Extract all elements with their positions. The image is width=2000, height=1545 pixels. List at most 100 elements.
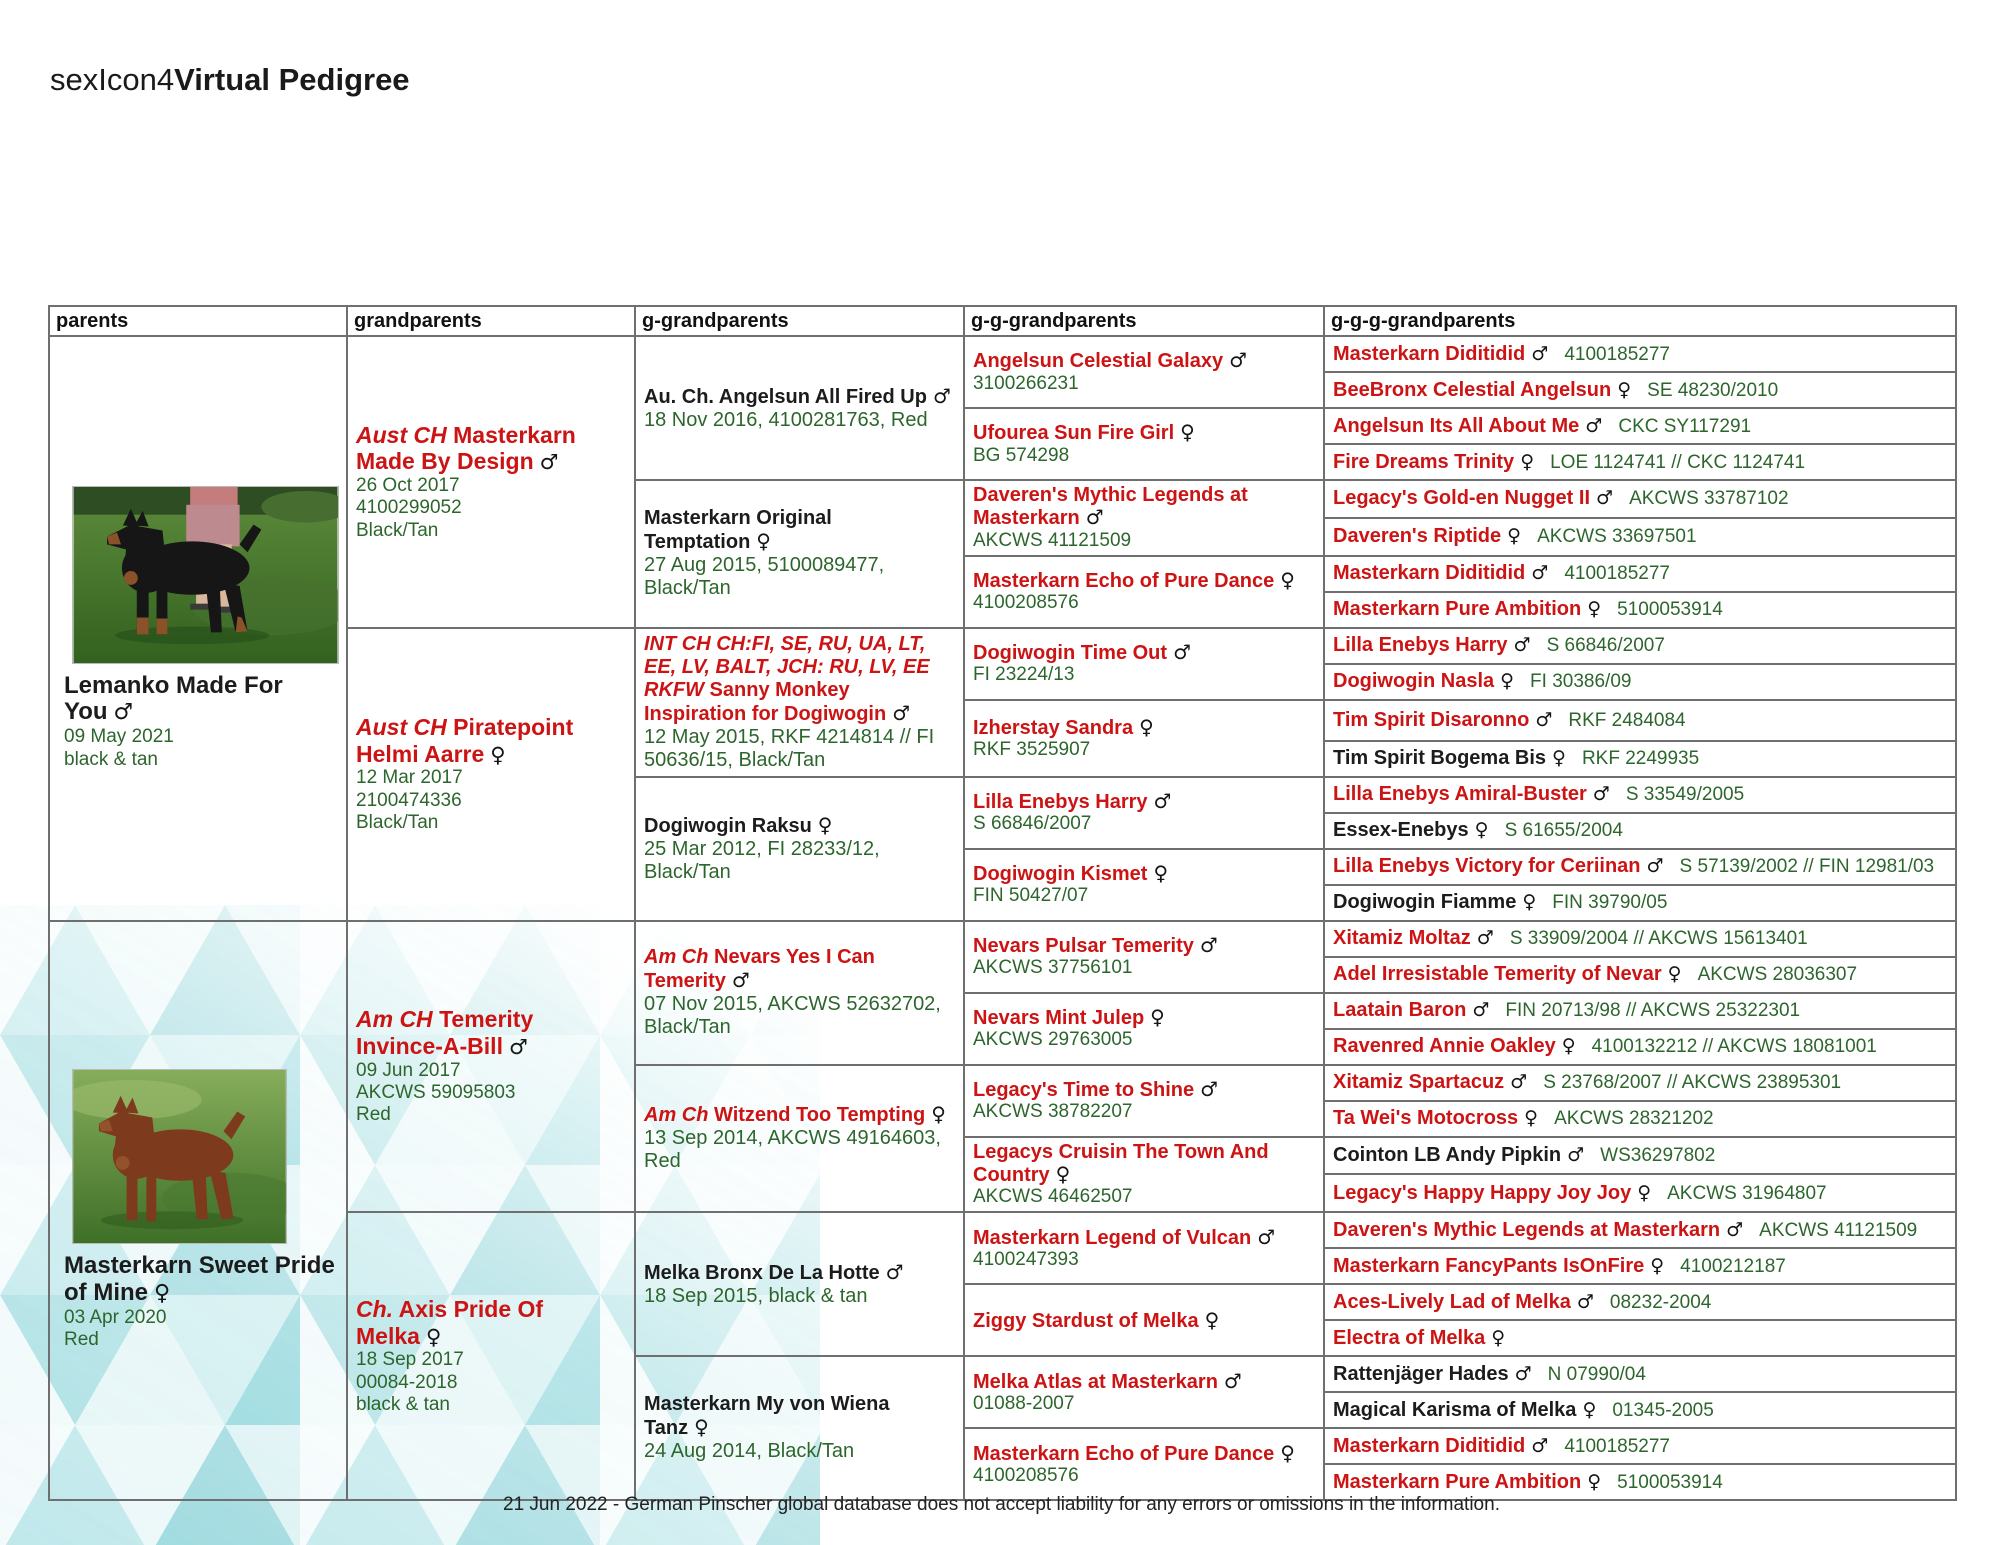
dog-name: Cointon LB Andy Pipkin: [1333, 1144, 1562, 1167]
ggg-grandparent-cell: BeeBronx Celestial Angelsun ♀ SE 48230/201…: [1323, 371, 1957, 409]
female-sex-icon: ♀: [1637, 1181, 1652, 1204]
dog-name-link[interactable]: Izherstay Sandra ♀: [973, 714, 1154, 739]
dog-name-link[interactable]: Nevars Mint Julep ♀: [973, 1005, 1165, 1029]
male-sex-icon: ♂: [1726, 1218, 1744, 1241]
dog-name-link[interactable]: Lilla Enebys Harry ♂: [973, 789, 1172, 813]
dog-name-link[interactable]: Tim Spirit Disaronno: [1333, 708, 1530, 731]
reg-number: CKC SY117291: [1618, 415, 1752, 437]
black-tan-dog-photo: [72, 485, 351, 664]
ggg-grandparent-cell: Essex-Enebys ♀ S 61655/2004: [1323, 811, 1957, 850]
gg-grandparent-cell: Masterkarn Legend of Vulcan ♂ 4100247393: [963, 1211, 1325, 1286]
gg-grandparent-cell: Melka Atlas at Masterkarn ♂ 01088-2007: [963, 1355, 1325, 1430]
dog-name-link[interactable]: Aust CH Piratepoint Helmi Aarre ♀: [356, 713, 574, 767]
dog-details: 18 Sep 2015, black & tan: [644, 1284, 868, 1307]
dog-name-link[interactable]: Fire Dreams Trinity: [1333, 450, 1515, 473]
dog-name-link[interactable]: Xitamiz Spartacuz: [1333, 1071, 1505, 1094]
dog-name-link[interactable]: Masterkarn Pure Ambition: [1333, 1470, 1582, 1493]
ggg-grandparent-cell: Masterkarn Diditidid ♂ 4100185277: [1323, 335, 1957, 373]
parent-name-line: Lemanko Made For You ♂: [64, 672, 340, 727]
dog-name-link[interactable]: Legacys Cruisin The Town And Country ♀: [973, 1140, 1269, 1187]
female-sex-icon: ♀: [1587, 1470, 1602, 1493]
gg-grandparent-cell: Nevars Mint Julep ♀ AKCWS 29763005: [963, 991, 1325, 1066]
dog-name: Masterkarn My von Wiena Tanz ♀: [644, 1393, 890, 1440]
dog-name-link[interactable]: Nevars Pulsar Temerity ♂: [973, 933, 1218, 957]
female-sex-icon: ♀: [1491, 1326, 1506, 1349]
dog-name-link[interactable]: Masterkarn Pure Ambition: [1333, 598, 1582, 621]
dog-details: 18 Nov 2016, 4100281763, Red: [644, 408, 928, 431]
grandparent-cell: Ch. Axis Pride Of Melka ♀ 18 Sep 2017 000…: [346, 1211, 636, 1502]
dog-name: Essex-Enebys: [1333, 819, 1469, 842]
dog-name-link[interactable]: Masterkarn Echo of Pure Dance ♀: [973, 568, 1295, 592]
male-sex-icon: ♂: [1510, 1071, 1528, 1094]
dog-name-link[interactable]: Aces-Lively Lad of Melka: [1333, 1290, 1571, 1313]
male-sex-icon: ♂: [1153, 789, 1172, 813]
dog-name-link[interactable]: Am Ch Nevars Yes I Can Temerity ♂: [644, 946, 875, 993]
dog-name-link[interactable]: Aust CH Masterkarn Made By Design ♂: [356, 421, 576, 475]
dog-name-link[interactable]: Dogiwogin Time Out ♂: [973, 640, 1191, 664]
reg-number: 5100053914: [1617, 1471, 1723, 1493]
female-sex-icon: ♀: [1153, 861, 1169, 885]
dog-name-link[interactable]: Ravenred Annie Oakley: [1333, 1035, 1556, 1058]
dog-name-link[interactable]: Masterkarn FancyPants IsOnFire: [1333, 1254, 1645, 1277]
dog-name-link[interactable]: Angelsun Its All About Me: [1333, 414, 1580, 437]
dog-name-link[interactable]: INT CH CH:FI, SE, RU, UA, LT, EE, LV, BA…: [644, 632, 930, 725]
male-sex-icon: ♂: [1596, 487, 1614, 510]
dog-name-link[interactable]: Electra of Melka: [1333, 1326, 1486, 1349]
dog-name: Rattenjäger Hades: [1333, 1362, 1509, 1385]
reg-number: AKCWS 41121509: [973, 529, 1132, 551]
dog-name-link[interactable]: Legacy's Gold-en Nugget II: [1333, 487, 1591, 510]
gg-grandparent-cell: Dogiwogin Time Out ♂ FI 23224/13: [963, 626, 1325, 701]
female-sex-icon: ♀: [1522, 891, 1537, 914]
dog-name-link[interactable]: Am Ch Witzend Too Tempting ♀: [644, 1102, 946, 1127]
male-sex-icon: ♂: [1223, 1368, 1242, 1393]
ggg-grandparent-cell: Legacy's Gold-en Nugget II ♂ AKCWS 3378710…: [1323, 479, 1957, 519]
dog-name: Tim Spirit Bogema Bis: [1333, 747, 1547, 770]
dog-name-link[interactable]: Xitamiz Moltaz: [1333, 927, 1471, 950]
dog-name-link[interactable]: Ch. Axis Pride Of Melka ♀: [356, 1295, 544, 1349]
dog-name-link[interactable]: Masterkarn Legend of Vulcan ♂: [973, 1224, 1276, 1249]
dog-name-link[interactable]: BeeBronx Celestial Angelsun: [1333, 378, 1612, 401]
dog-name-link[interactable]: Daveren's Riptide: [1333, 525, 1502, 548]
dog-name-link[interactable]: Ufourea Sun Fire Girl ♀: [973, 420, 1195, 445]
dog-name-link[interactable]: Dogiwogin Kismet ♀: [973, 861, 1169, 885]
female-sex-icon: ♀: [931, 1102, 946, 1127]
dog-name-link[interactable]: Laatain Baron: [1333, 999, 1467, 1022]
dog-name-link[interactable]: Dogiwogin Nasla: [1333, 670, 1495, 693]
dog-name-link[interactable]: Masterkarn Diditidid: [1333, 342, 1526, 365]
column-header-gg-grandparents: g-g-grandparents: [963, 305, 1325, 337]
g-grandparent-cell: Melka Bronx De La Hotte ♂ 18 Sep 2015, bl…: [634, 1211, 965, 1358]
dog-name-link[interactable]: Angelsun Celestial Galaxy ♂: [973, 348, 1248, 373]
male-sex-icon: ♂: [1472, 999, 1490, 1022]
dog-name-link[interactable]: Lilla Enebys Victory for Ceriinan: [1333, 855, 1641, 878]
dog-name-link[interactable]: Daveren's Mythic Legends at Masterkarn: [1333, 1218, 1721, 1241]
birth-date: 18 Sep 2017: [356, 1349, 464, 1371]
dog-name-link[interactable]: Melka Atlas at Masterkarn ♂: [973, 1368, 1242, 1393]
dog-name-link[interactable]: Masterkarn Diditidid: [1333, 1434, 1526, 1457]
male-sex-icon: ♂: [539, 450, 559, 475]
dog-name-link[interactable]: Legacy's Happy Happy Joy Joy: [1333, 1181, 1632, 1204]
reg-number: AKCWS 28321202: [1554, 1108, 1714, 1130]
ggg-grandparent-cell: Aces-Lively Lad of Melka ♂ 08232-2004: [1323, 1283, 1957, 1322]
ggg-grandparent-cell: Laatain Baron ♂ FIN 20713/98 // AKCWS 2532…: [1323, 991, 1957, 1030]
dog-name-link[interactable]: Masterkarn Echo of Pure Dance ♀: [973, 1440, 1295, 1465]
dog-name-link[interactable]: Masterkarn Diditidid: [1333, 562, 1526, 585]
g-grandparent-cell: Au. Ch. Angelsun All Fired Up ♂ 18 Nov 20…: [634, 335, 965, 481]
ggg-grandparent-cell: Adel Irresistable Temerity of Nevar ♀ AKCW…: [1323, 955, 1957, 994]
male-sex-icon: ♂: [1576, 1290, 1594, 1313]
gg-grandparent-cell: Daveren's Mythic Legends at Masterkarn ♂ …: [963, 479, 1325, 557]
dog-name-link[interactable]: Lilla Enebys Amiral-Buster: [1333, 783, 1587, 806]
dog-name-link[interactable]: Legacy's Time to Shine ♂: [973, 1077, 1219, 1101]
dog-name-link[interactable]: Daveren's Mythic Legends at Masterkarn ♂: [973, 484, 1248, 530]
dog-name-link[interactable]: Ziggy Stardust of Melka ♀: [973, 1307, 1220, 1332]
column-header-g-grandparents: g-grandparents: [634, 305, 965, 337]
birth-date: 26 Oct 2017: [356, 474, 460, 496]
female-sex-icon: ♀: [1180, 420, 1195, 445]
dog-name-link[interactable]: Adel Irresistable Temerity of Nevar: [1333, 963, 1662, 986]
dog-name-link[interactable]: Ta Wei's Motocross: [1333, 1107, 1519, 1130]
ggg-grandparent-cell: Masterkarn FancyPants IsOnFire ♀ 410021218…: [1323, 1247, 1957, 1286]
dog-name-link[interactable]: Lilla Enebys Harry: [1333, 634, 1508, 657]
ggg-grandparent-cell: Xitamiz Moltaz ♂ S 33909/2004 // AKCWS 156…: [1323, 919, 1957, 958]
female-sex-icon: ♀: [1055, 1162, 1071, 1187]
dog-name-link[interactable]: Am CH Temerity Invince-A-Bill ♂: [356, 1006, 534, 1059]
reg-number: 3100266231: [973, 372, 1079, 394]
